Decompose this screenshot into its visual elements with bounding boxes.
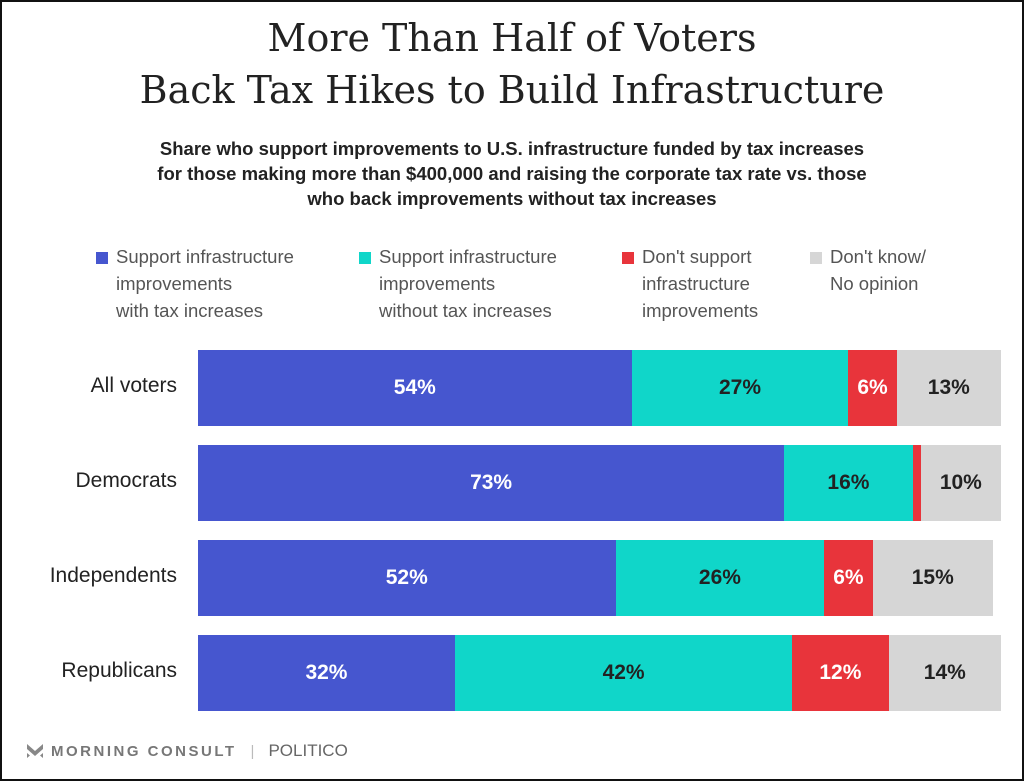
data-label: 12% [819, 661, 862, 684]
legend-item: Don't know/ No opinion [810, 243, 926, 297]
category-label: Republicans [61, 659, 177, 682]
data-label: 73% [470, 471, 513, 494]
legend-swatch [96, 252, 108, 264]
data-label: 26% [698, 566, 741, 589]
chart-subtitle: Share who support improvements to U.S. i… [157, 138, 867, 209]
bar-segment: 14% [888, 635, 1001, 711]
data-label: 13% [927, 376, 970, 399]
data-label: 52% [385, 566, 428, 589]
legend-swatch [622, 252, 634, 264]
category-label: Independents [49, 564, 177, 587]
morning-consult-logo-icon [27, 744, 43, 758]
category-label: All voters [90, 374, 177, 397]
bar-segment: 73% [198, 445, 785, 521]
bar-segment: 32% [198, 635, 455, 711]
bar-segment: 15% [872, 540, 993, 616]
footer: MORNING CONSULT | POLITICO [27, 741, 348, 761]
footer-brand: MORNING CONSULT [51, 742, 237, 760]
chart-title: More Than Half of Voters Back Tax Hikes … [2, 12, 1022, 116]
bar-segment: 54% [198, 350, 632, 426]
data-label: 6% [833, 566, 864, 589]
footer-partner: POLITICO [268, 741, 348, 760]
footer-separator: | [250, 742, 255, 760]
data-label: 54% [393, 376, 436, 399]
data-label: 42% [602, 661, 645, 684]
category-label: Democrats [75, 469, 177, 492]
bar-segment: 26% [615, 540, 825, 616]
bar-segment: 10% [920, 445, 1001, 521]
legend-item: Support infrastructure improvements with… [359, 243, 557, 324]
bar-segment: 42% [454, 635, 793, 711]
legend-swatch [359, 252, 371, 264]
bar-segment: 12% [792, 635, 889, 711]
bar-segment: 13% [896, 350, 1001, 426]
legend-label: Don't support infrastructure improvement… [642, 246, 759, 321]
title-line: Back Tax Hikes to Build Infrastructure [139, 68, 885, 112]
data-label: 14% [923, 661, 966, 684]
bar-segment [912, 445, 921, 521]
data-label: 16% [827, 471, 870, 494]
data-label: 6% [857, 376, 888, 399]
bar-segment: 27% [631, 350, 849, 426]
bar-segment: 52% [198, 540, 616, 616]
title-line: More Than Half of Voters [267, 16, 757, 60]
bar-segment: 6% [848, 350, 897, 426]
data-label: 32% [305, 661, 348, 684]
bar-segment: 6% [824, 540, 873, 616]
legend-swatch [810, 252, 822, 264]
legend-label: Support infrastructure improvements with… [379, 246, 557, 321]
legend-item: Support infrastructure improvements with… [96, 243, 294, 324]
legend-label: Support infrastructure improvements with… [116, 246, 294, 321]
legend-label: Don't know/ No opinion [830, 246, 927, 294]
data-label: 15% [911, 566, 954, 589]
bar-segment: 16% [784, 445, 913, 521]
legend-item: Don't support infrastructure improvement… [622, 243, 758, 324]
data-label: 10% [939, 471, 982, 494]
data-label: 27% [718, 376, 762, 399]
